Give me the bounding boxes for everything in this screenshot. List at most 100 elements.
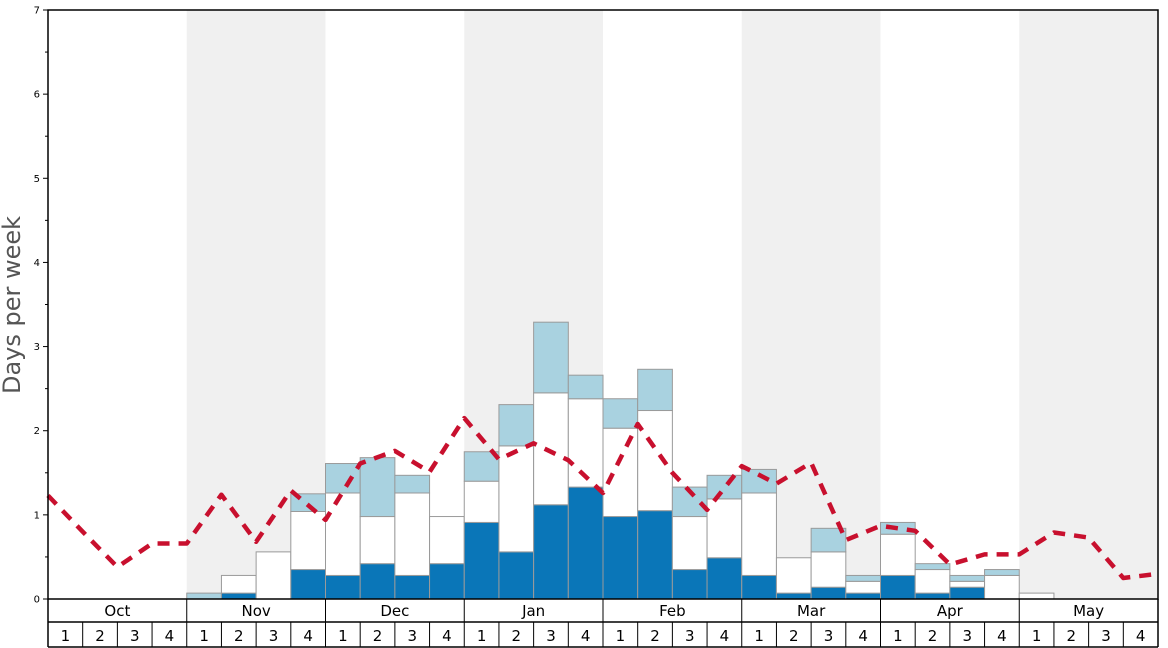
week-label: 3 bbox=[546, 627, 556, 645]
bar-segment-dark bbox=[637, 510, 673, 600]
average-line bbox=[46, 415, 1159, 581]
bar-segment-white bbox=[498, 445, 535, 553]
bar-segment-light bbox=[498, 404, 535, 447]
week-label: 3 bbox=[962, 627, 972, 645]
y-axis: 0 1 2 3 4 5 6 7 bbox=[34, 6, 48, 606]
bar-segment-white bbox=[533, 392, 569, 506]
bar-segment-light bbox=[463, 451, 500, 482]
bar-segment-white bbox=[741, 492, 777, 576]
bar-segment-light bbox=[533, 321, 569, 394]
bar-segment-light bbox=[394, 474, 431, 494]
week-label: 1 bbox=[199, 627, 209, 645]
week-label: 3 bbox=[824, 627, 834, 645]
bar-segment-light bbox=[637, 368, 673, 412]
month-label: Apr bbox=[937, 602, 964, 620]
week-label: 3 bbox=[1101, 627, 1111, 645]
bar-segment-dark bbox=[741, 574, 777, 600]
bar-segment-white bbox=[429, 516, 465, 565]
y-tick-label: 7 bbox=[34, 6, 40, 17]
y-tick-label: 6 bbox=[34, 90, 40, 101]
bar-segment-light bbox=[359, 457, 396, 518]
bar-segment-white bbox=[671, 516, 708, 571]
bar-segment-white bbox=[949, 580, 986, 588]
bar-segment-light bbox=[325, 463, 361, 494]
bar-segment-white bbox=[220, 574, 257, 594]
bar-segment-light bbox=[602, 398, 639, 429]
week-label: 3 bbox=[269, 627, 279, 645]
bar-segment-dark bbox=[220, 592, 257, 600]
month-label: May bbox=[1073, 602, 1104, 620]
bar-segment-dark bbox=[671, 569, 708, 600]
week-label: 4 bbox=[1136, 627, 1146, 645]
average-line-path bbox=[46, 415, 1159, 581]
bar-segment-white bbox=[845, 580, 881, 594]
bar-segment-dark bbox=[880, 574, 916, 600]
week-label: 1 bbox=[477, 627, 487, 645]
bar-segment-light bbox=[706, 474, 743, 500]
week-label: 1 bbox=[1032, 627, 1042, 645]
week-label: 2 bbox=[234, 627, 244, 645]
bar-segment-dark bbox=[810, 586, 847, 600]
bar-segment-light bbox=[914, 563, 951, 571]
bar-segment-dark bbox=[567, 486, 604, 600]
week-label: 2 bbox=[512, 627, 522, 645]
bar-segment-dark bbox=[775, 592, 812, 600]
bar-segment-light bbox=[810, 527, 847, 553]
week-label: 2 bbox=[650, 627, 660, 645]
week-label: 1 bbox=[61, 627, 71, 645]
week-label: 1 bbox=[338, 627, 348, 645]
bar-segment-light bbox=[845, 574, 881, 582]
week-label: 4 bbox=[858, 627, 868, 645]
week-label: 4 bbox=[165, 627, 175, 645]
bar-segment-white bbox=[602, 427, 639, 518]
y-tick-label: 1 bbox=[34, 510, 40, 521]
bar-segment-dark bbox=[325, 574, 361, 600]
bar-segment-light bbox=[949, 574, 986, 582]
bar-segment-dark bbox=[533, 504, 569, 600]
week-label: 4 bbox=[581, 627, 591, 645]
bar-segment-dark bbox=[845, 592, 881, 600]
y-tick-label: 2 bbox=[34, 426, 40, 437]
week-label: 1 bbox=[893, 627, 903, 645]
week-label: 3 bbox=[130, 627, 140, 645]
bar-segment-white bbox=[325, 492, 361, 576]
week-label: 4 bbox=[997, 627, 1007, 645]
week-label: 2 bbox=[928, 627, 938, 645]
bar-segment-white bbox=[984, 574, 1020, 600]
bar-segment-light bbox=[186, 592, 222, 600]
bar-segment-light bbox=[984, 569, 1020, 576]
bar-segment-white bbox=[290, 510, 326, 571]
month-band bbox=[1019, 10, 1158, 599]
y-tick-label: 4 bbox=[34, 258, 40, 269]
bar-segment-white bbox=[637, 410, 673, 512]
week-label: 2 bbox=[373, 627, 383, 645]
bar-segment-dark bbox=[463, 521, 500, 600]
bar-segment-white bbox=[810, 551, 847, 588]
y-tick-label: 5 bbox=[34, 174, 40, 185]
bar-segment-white bbox=[255, 551, 292, 600]
month-label: Nov bbox=[241, 602, 270, 620]
bar-segment-white bbox=[775, 557, 812, 594]
bar-segment-white bbox=[567, 398, 604, 488]
bar-segment-dark bbox=[706, 557, 743, 600]
month-band bbox=[880, 10, 1020, 599]
week-label: 1 bbox=[616, 627, 626, 645]
bar-segment-white bbox=[463, 480, 500, 523]
bar-segment-dark bbox=[290, 569, 326, 600]
week-label: 2 bbox=[95, 627, 105, 645]
bar-segment-dark bbox=[498, 551, 535, 600]
bar-segment-dark bbox=[949, 586, 986, 600]
week-label: 4 bbox=[442, 627, 452, 645]
y-axis-title: Days per week bbox=[0, 216, 26, 394]
week-label: 4 bbox=[303, 627, 313, 645]
week-label: 2 bbox=[1067, 627, 1077, 645]
bar-segment-dark bbox=[394, 574, 431, 600]
bar-segment-dark bbox=[429, 563, 465, 600]
month-label: Oct bbox=[104, 602, 130, 620]
bar-segment-dark bbox=[914, 592, 951, 600]
bar-segment-white bbox=[880, 533, 916, 576]
bar-segment-white bbox=[1018, 592, 1055, 600]
bar-segment-dark bbox=[602, 516, 639, 600]
y-tick-label: 0 bbox=[34, 595, 40, 606]
month-label: Mar bbox=[797, 602, 826, 620]
